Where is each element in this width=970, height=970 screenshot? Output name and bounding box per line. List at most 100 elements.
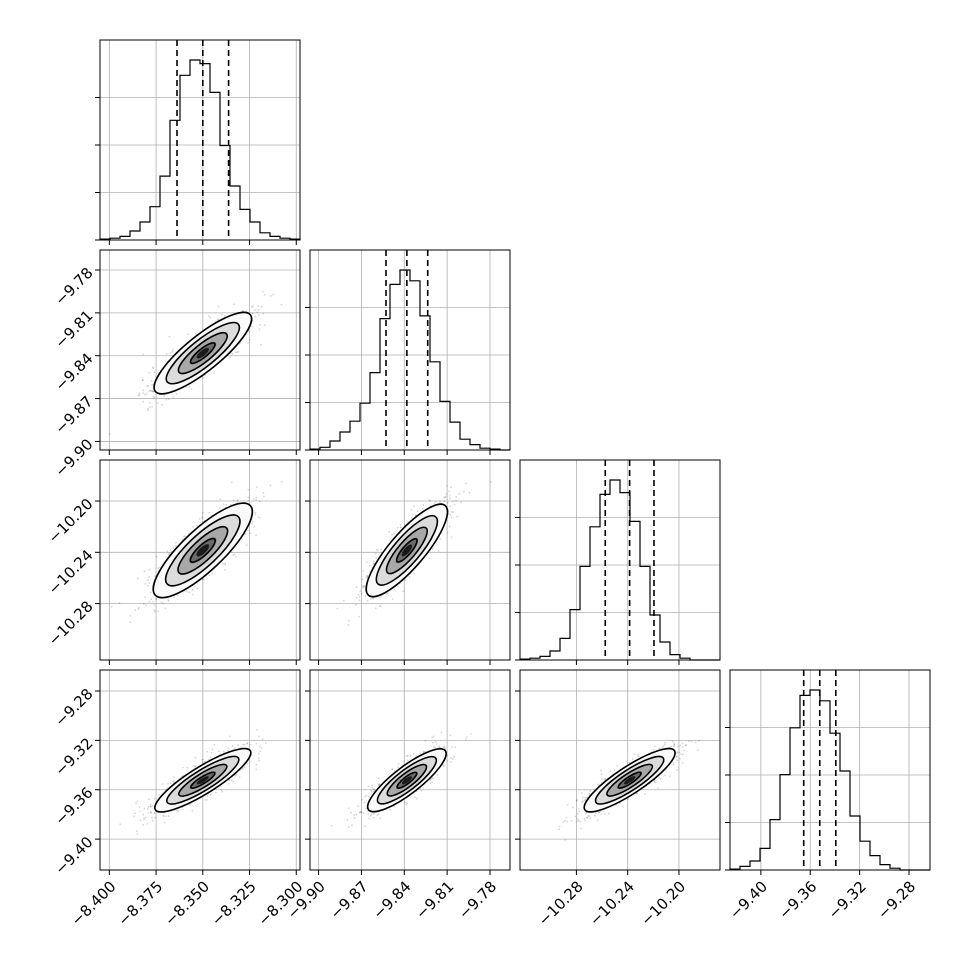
scatter-point (151, 390, 154, 393)
scatter-point (233, 747, 236, 749)
scatter-point (219, 498, 222, 501)
scatter-point (348, 826, 350, 828)
scatter-point (367, 812, 370, 815)
scatter-point (232, 554, 235, 557)
scatter-point (470, 733, 472, 735)
scatter-point (153, 797, 156, 800)
scatter-point (262, 290, 264, 293)
scatter-point (372, 790, 375, 792)
scatter-point (153, 812, 156, 815)
scatter-point (142, 392, 145, 394)
scatter-point (412, 752, 415, 755)
scatter-point (408, 576, 411, 578)
scatter-point (145, 604, 147, 607)
scatter-point (406, 759, 409, 762)
scatter-point (422, 787, 424, 789)
scatter-point (377, 813, 380, 816)
scatter-point (378, 783, 380, 786)
contour-line (190, 771, 216, 789)
scatter-point (147, 384, 150, 387)
scatter-point (148, 576, 151, 578)
x-tick-label: −8.400 (68, 878, 120, 930)
scatter-point (134, 609, 137, 611)
scatter-point (410, 509, 413, 511)
scatter-point (451, 757, 454, 760)
scatter-point (251, 522, 254, 525)
scatter-point (431, 736, 434, 739)
scatter-point (174, 545, 177, 547)
scatter-point (348, 619, 350, 622)
density-layer (119, 729, 267, 835)
scatter-point (259, 323, 261, 326)
scatter-point (173, 776, 175, 778)
scatter-point (254, 309, 257, 312)
scatter-point (152, 600, 155, 603)
scatter-point (247, 529, 250, 532)
scatter-point (236, 351, 239, 354)
scatter-point (227, 782, 230, 785)
scatter-point (372, 560, 375, 563)
scatter-point (246, 762, 249, 765)
histogram-panel-1 (305, 249, 511, 455)
axes-frame (99, 39, 301, 241)
scatter-point (147, 812, 150, 814)
y-tick-label: −9.36 (51, 784, 96, 829)
scatter-point (153, 610, 156, 613)
scatter-point (673, 744, 675, 746)
scatter-point (616, 765, 618, 767)
scatter-point (257, 752, 260, 755)
scatter-point (583, 817, 586, 820)
scatter-point (449, 734, 452, 737)
scatter-point (172, 348, 174, 351)
scatter-point (175, 541, 177, 544)
scatter-point (272, 293, 275, 296)
scatter-point (148, 371, 151, 374)
scatter-point (242, 309, 244, 312)
scatter-point (262, 312, 265, 315)
scatter-point (148, 582, 151, 584)
scatter-point (280, 480, 283, 483)
scatter-point (377, 777, 380, 780)
scatter-point (449, 497, 451, 500)
scatter-point (151, 384, 153, 386)
scatter-point (242, 743, 245, 746)
contour-line (375, 514, 439, 586)
contour-line (152, 502, 254, 599)
scatter-point (445, 485, 448, 487)
scatter-point (409, 755, 412, 758)
scatter-point (413, 505, 415, 508)
scatter-point (363, 586, 366, 588)
scatter-point (396, 526, 399, 529)
x-tick-label: −9.78 (455, 878, 500, 923)
contour-line (386, 763, 428, 797)
scatter-point (452, 500, 454, 503)
scatter-point (400, 526, 403, 529)
scatter-point (142, 602, 145, 605)
scatter-point (249, 743, 252, 746)
scatter-point (176, 594, 179, 597)
scatter-point (428, 499, 431, 501)
scatter-point (366, 576, 369, 579)
scatter-point (148, 798, 151, 801)
scatter-point (210, 751, 213, 754)
scatter-point (393, 588, 396, 591)
scatter-point (229, 356, 232, 359)
axes-frame (99, 459, 301, 661)
scatter-point (143, 808, 146, 810)
x-tick-label: −9.84 (369, 878, 414, 923)
scatter-point (672, 761, 674, 764)
scatter-point (211, 748, 214, 751)
scatter-point (227, 747, 230, 749)
scatter-point (361, 799, 364, 801)
scatter-point (442, 746, 445, 749)
scatter-point (657, 787, 659, 790)
scatter-point (627, 798, 630, 800)
scatter-point (150, 811, 152, 814)
scatter-point (654, 781, 657, 784)
scatter-point (142, 824, 145, 826)
histogram-panel-0 (95, 39, 301, 245)
scatter-point (153, 609, 156, 611)
scatter-point (217, 318, 219, 321)
scatter-point (359, 810, 362, 813)
scatter-point (255, 768, 258, 771)
